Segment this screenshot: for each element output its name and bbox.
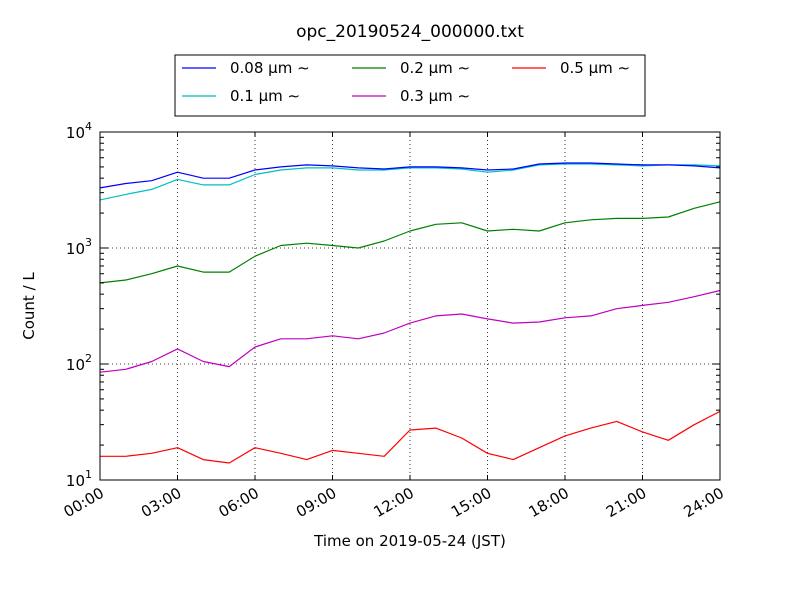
x-tick-label: 09:00 xyxy=(293,484,339,521)
y-tick-label: 104 xyxy=(66,120,92,142)
y-axis-label: Count / L xyxy=(20,272,38,340)
series-line-2 xyxy=(99,201,721,284)
series-line-3 xyxy=(99,289,721,373)
x-tick-label: 03:00 xyxy=(138,484,184,521)
x-tick-label: 24:00 xyxy=(681,484,727,521)
x-tick-label: 15:00 xyxy=(448,484,494,521)
x-tick-label: 06:00 xyxy=(216,484,262,521)
series-line-4 xyxy=(100,410,721,464)
series-line-0 xyxy=(99,162,721,189)
x-tick-label: 18:00 xyxy=(526,484,572,521)
legend-box xyxy=(174,54,646,117)
x-axis-label: Time on 2019-05-24 (JST) xyxy=(313,532,506,550)
y-tick-label: 102 xyxy=(66,352,92,374)
series-line-1 xyxy=(99,163,721,201)
grid-lines xyxy=(100,132,720,480)
y-ticks: 101 102 103 104 xyxy=(66,120,720,490)
legend-label-0: 0.08 μm ∼ xyxy=(230,59,310,77)
y-tick-label: 103 xyxy=(66,236,92,258)
legend: 0.08 μm ∼ 0.1 μm ∼ 0.2 μm ∼ 0.3 μm ∼ 0.5 μm … xyxy=(174,54,646,117)
legend-label-4: 0.5 μm ∼ xyxy=(560,59,630,77)
y-tick-label: 101 xyxy=(66,468,92,490)
legend-label-2: 0.2 μm ∼ xyxy=(400,59,470,77)
series-lines xyxy=(99,162,721,464)
chart-title: opc_20190524_000000.txt xyxy=(296,22,524,42)
legend-label-3: 0.3 μm ∼ xyxy=(400,87,470,105)
legend-label-1: 0.1 μm ∼ xyxy=(230,87,300,105)
x-tick-label: 21:00 xyxy=(603,484,649,521)
x-tick-label: 12:00 xyxy=(371,484,417,521)
